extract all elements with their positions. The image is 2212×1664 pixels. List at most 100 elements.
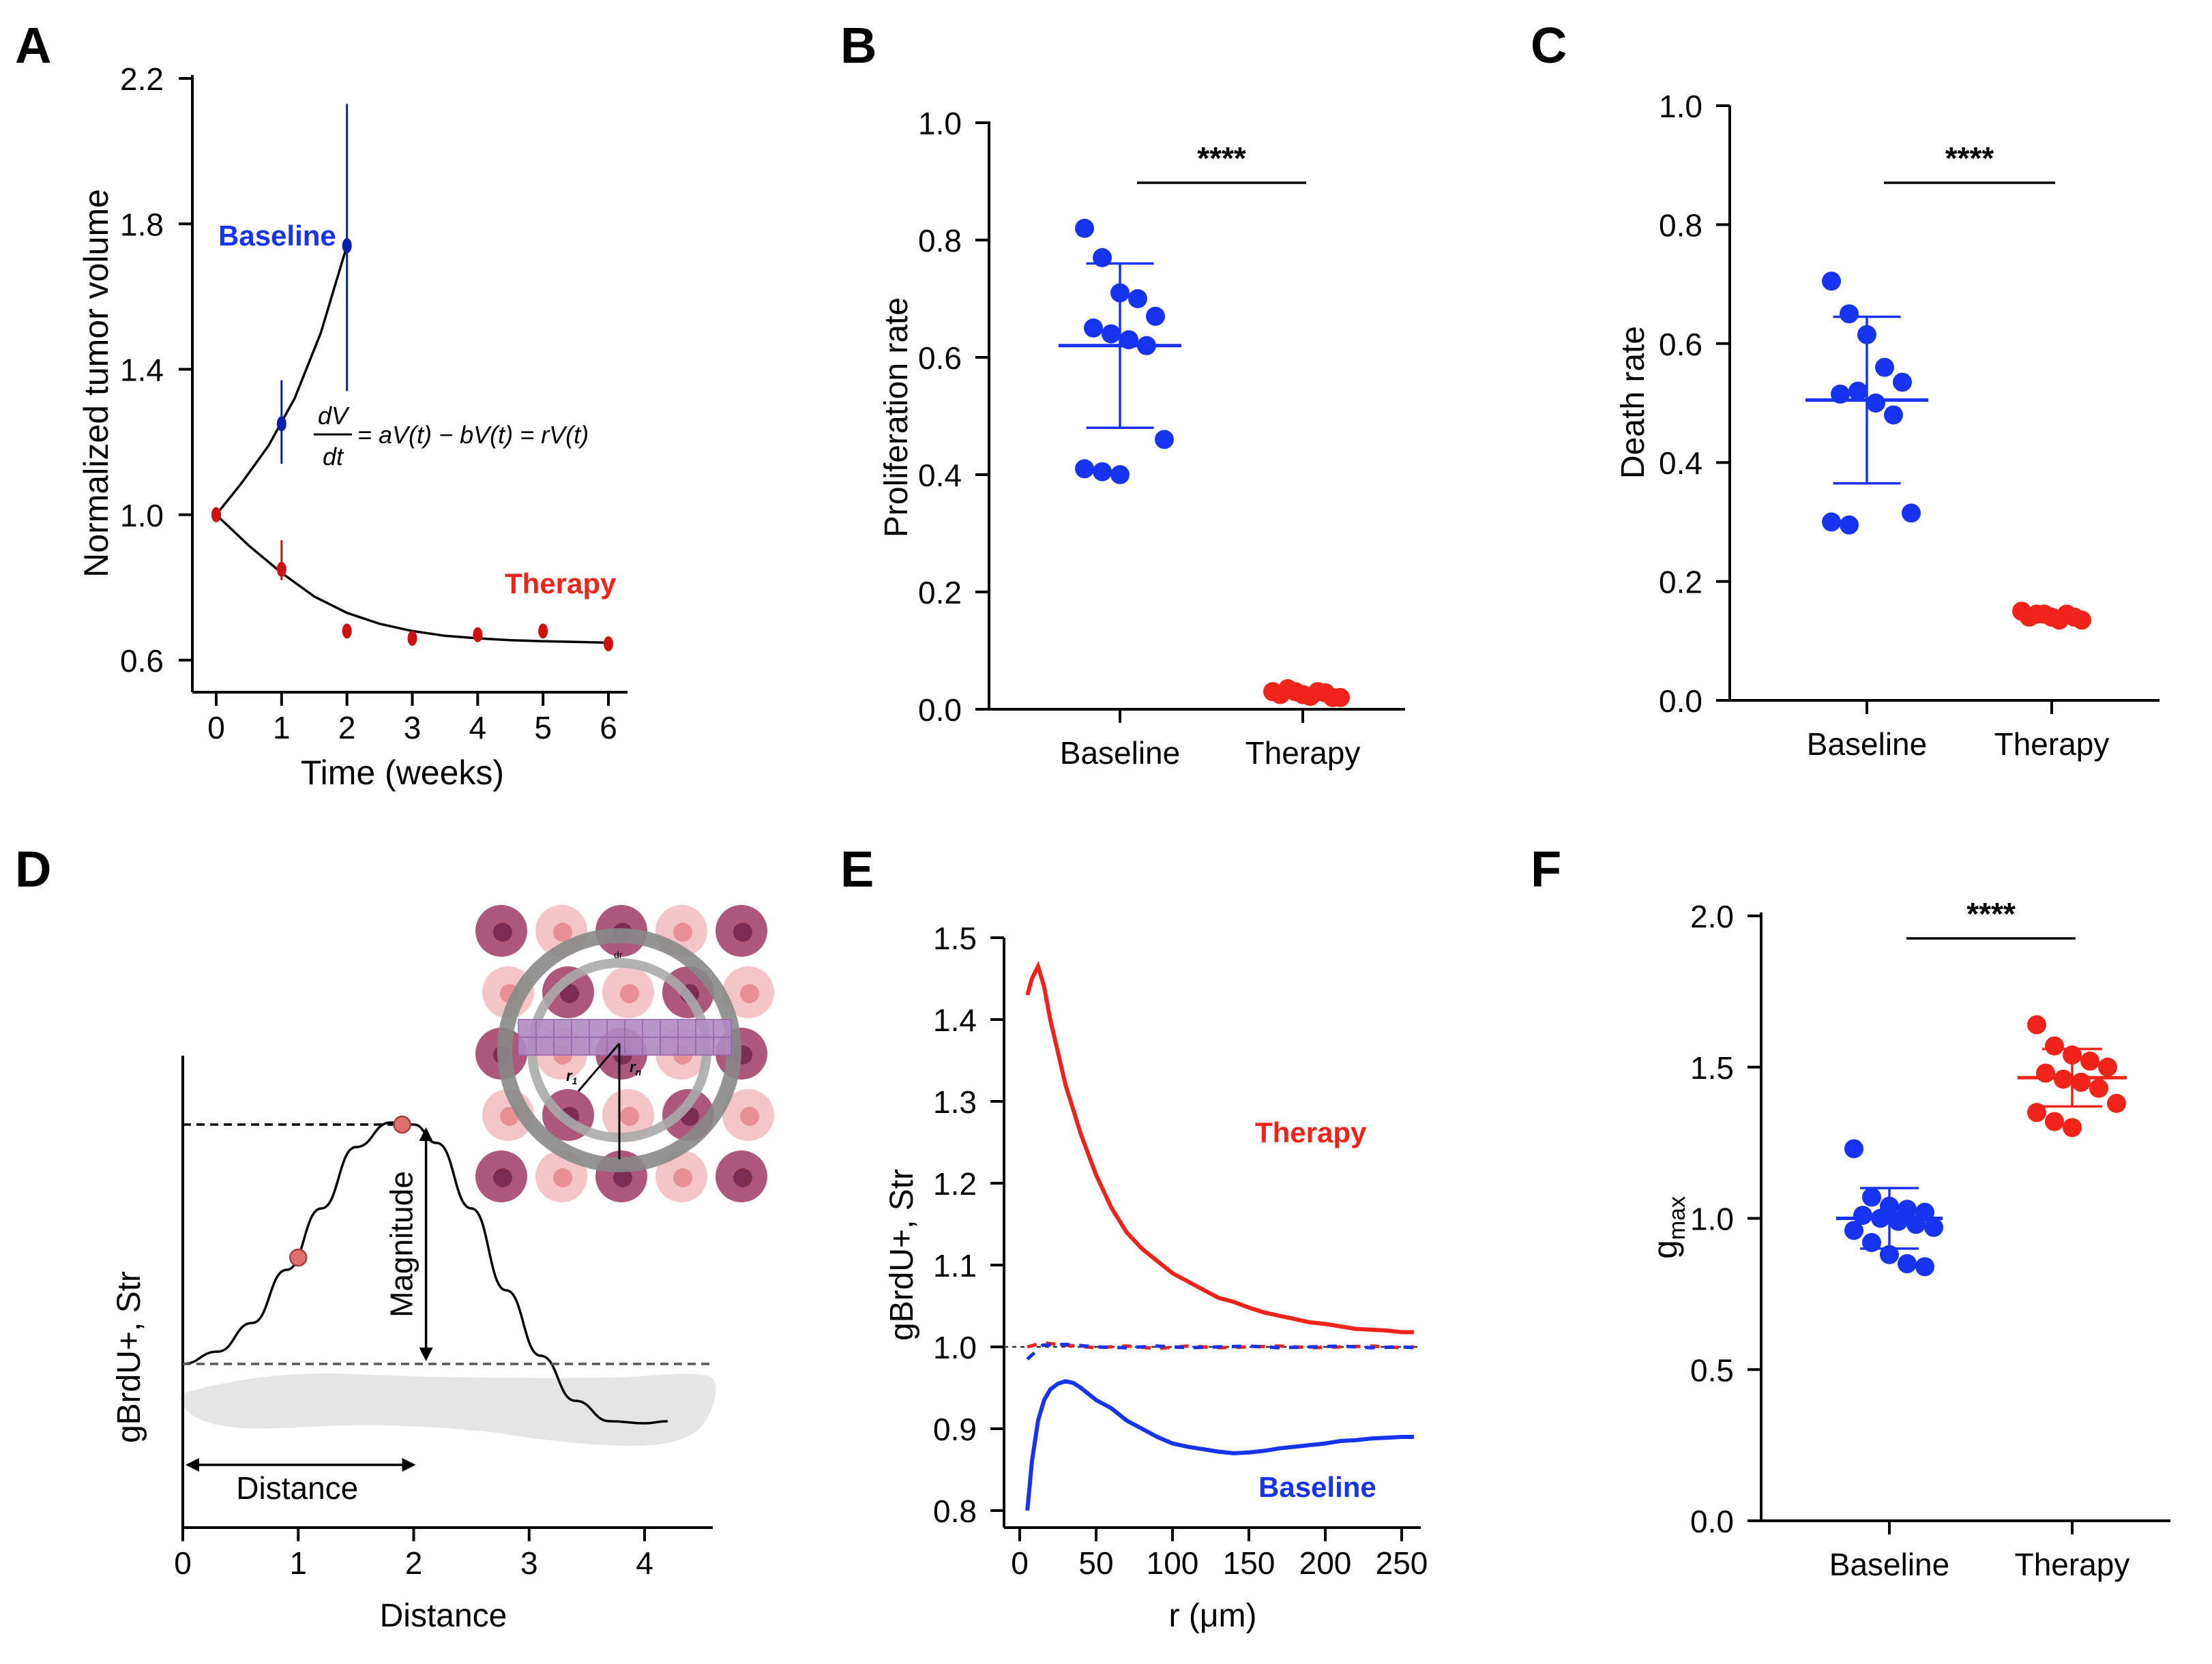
panel-c: 0.0 0.2 0.4 0.6 0.8 1.0 Baseline Therapy Death… [1615, 89, 2159, 762]
panel-b-x-tick-label: Therapy [1245, 735, 1361, 771]
panel-e-line-therapy [1025, 960, 1414, 1335]
cell-nucleus [553, 1168, 572, 1187]
panel-f-data-point-baseline [1889, 1211, 1908, 1231]
panel-d-noise-band [180, 1373, 716, 1446]
panel-f-data-point-baseline [1880, 1245, 1899, 1264]
panel-a-data-point-therapy [604, 636, 613, 652]
panel-e-line-baseline [1025, 1379, 1414, 1511]
label-rn-main: r [630, 1058, 636, 1075]
panel-f-data-point-baseline [1844, 1221, 1863, 1240]
label-dr: dr [614, 949, 623, 960]
panel-a-x-axis-label: Time (weeks) [301, 754, 504, 792]
panel-e-x-tick-label: 50 [1078, 1545, 1113, 1581]
panel-b-data-point-therapy [1271, 685, 1290, 704]
panel-a-y-tick-label: 1.8 [120, 207, 164, 242]
grid-cell [535, 1037, 555, 1056]
panel-e-y-tick-label: 0.8 [933, 1494, 977, 1529]
panel-e-y-tick-label: 1.1 [933, 1248, 977, 1283]
grid-cell [660, 1037, 679, 1056]
panel-a-x-tick-label: 1 [273, 710, 291, 745]
grid-cell [642, 1019, 661, 1038]
panel-c-data-point-baseline [1866, 393, 1885, 413]
panel-b-y-axis-label: Proliferation rate [879, 297, 915, 537]
panel-f-data-point-therapy [2027, 1103, 2046, 1123]
grid-cell [571, 1037, 590, 1056]
panel-e-therapy-label: Therapy [1255, 1116, 1367, 1148]
panel-b-data-point-baseline [1093, 462, 1112, 481]
grid-cell [606, 1019, 625, 1038]
panel-c-x-tick-label: Therapy [1994, 726, 2110, 762]
panel-a-data-point-therapy [407, 631, 417, 647]
panel-a-data-point-therapy [473, 627, 483, 642]
panel-f-y-tick-label: 0.0 [1690, 1504, 1734, 1539]
panel-f-data-point-therapy [2089, 1078, 2108, 1098]
panel-a-y-tick-label: 2.2 [120, 61, 164, 97]
panel-d-x-tick-label: 0 [174, 1545, 192, 1581]
panel-b-y-tick-label: 1.0 [918, 106, 962, 141]
panel-d-distance-arrowhead-left [186, 1458, 199, 1472]
panel-c-y-tick-label: 0.6 [1659, 327, 1702, 362]
grid-cell [535, 1019, 555, 1038]
panel-c-y-tick-label: 0.2 [1659, 565, 1702, 600]
panel-b-data-point-baseline [1110, 465, 1130, 484]
panel-e-x-tick-label: 0 [1011, 1545, 1029, 1581]
panel-f-data-point-therapy [2027, 1015, 2046, 1035]
label-r1-sub: 1 [572, 1075, 578, 1086]
panel-e-x-tick-label: 250 [1376, 1545, 1428, 1581]
panel-e-y-axis-label: gBrdU+, Str [884, 1169, 920, 1341]
panel-d-x-axis-label: Distance [380, 1598, 507, 1634]
panel-b-data-point-therapy [1331, 687, 1350, 707]
panel-a-y-tick-label: 1.0 [120, 498, 164, 533]
equation-rhs: = aV(t) − bV(t) = rV(t) [357, 421, 589, 449]
panel-label-c: C [1531, 17, 1567, 74]
grid-cell [518, 1037, 537, 1056]
panel-c-data-point-baseline [1848, 381, 1868, 401]
panel-b-y-tick-label: 0.0 [918, 692, 962, 728]
cell-nucleus [493, 1168, 512, 1187]
panel-f-data-point-baseline [1898, 1254, 1917, 1274]
panel-d-x-tick-label: 2 [405, 1545, 423, 1581]
panel-d-x-tick-label: 4 [636, 1545, 653, 1581]
panel-a-x-tick-label: 0 [207, 710, 225, 745]
panel-b-y-tick-label: 0.6 [918, 340, 962, 376]
panel-a-y-axis-label: Normalized tumor volume [77, 189, 115, 578]
cell-nucleus [620, 1107, 639, 1126]
grid-cell [713, 1019, 732, 1038]
panel-b-y-tick-label: 0.8 [918, 223, 962, 258]
grid-cell [677, 1019, 696, 1038]
panel-a-data-point-therapy [211, 507, 221, 522]
grid-cell [695, 1019, 714, 1038]
grid-cell [642, 1037, 661, 1056]
panel-e-y-tick-label: 1.4 [933, 1002, 977, 1038]
panel-f-data-point-baseline [1924, 1217, 1943, 1237]
grid-cell [589, 1019, 608, 1038]
panel-c-data-point-baseline [1884, 405, 1903, 425]
grid-cell [660, 1019, 679, 1038]
panel-e-x-tick-label: 150 [1223, 1545, 1275, 1581]
panel-a-x-tick-label: 6 [600, 710, 617, 745]
panel-a-data-point-baseline [342, 238, 352, 254]
panel-f-data-point-baseline [1862, 1232, 1881, 1252]
grid-cell [624, 1019, 643, 1038]
panel-b-y-tick-label: 0.4 [918, 458, 962, 493]
cell-nucleus [620, 984, 639, 1003]
cell-nucleus [673, 923, 692, 942]
panel-a-x-tick-label: 3 [404, 710, 422, 745]
cell-nucleus [733, 923, 752, 942]
panel-label-e: E [840, 841, 874, 897]
panel-b-data-point-baseline [1146, 306, 1165, 326]
panel-b-data-point-baseline [1155, 430, 1174, 449]
panel-b-data-point-baseline [1102, 324, 1121, 344]
panel-d-magnitude-arrowhead-down [419, 1348, 433, 1361]
panel-c-data-point-baseline [1822, 512, 1841, 532]
panel-f-x-tick-label: Therapy [2015, 1547, 2130, 1582]
panel-c-data-point-therapy [2020, 607, 2039, 627]
panel-label-d: D [15, 841, 51, 897]
grid-cell [553, 1019, 572, 1038]
grid-cell [624, 1037, 643, 1056]
panel-b-data-point-baseline [1075, 218, 1094, 238]
panel-f-y-tick-label: 0.5 [1690, 1352, 1734, 1388]
radius-line-r1 [577, 1043, 621, 1092]
panel-f-y-tick-label: 1.5 [1690, 1050, 1734, 1086]
